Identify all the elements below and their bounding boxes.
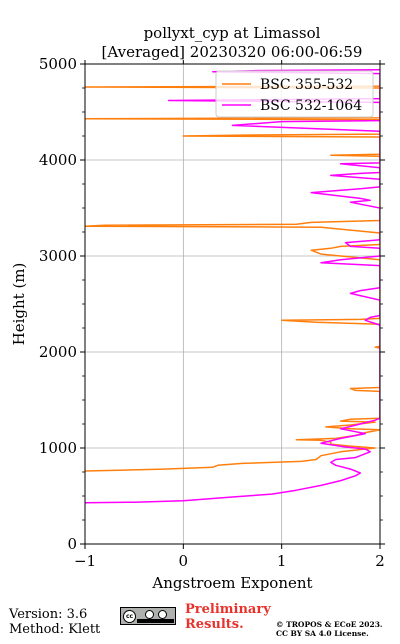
y-tick-label-0: 0 xyxy=(67,535,77,553)
y-tick-label-3: 3000 xyxy=(39,247,77,265)
series-line-1 xyxy=(85,69,380,504)
y-tick-label-2: 2000 xyxy=(39,343,77,361)
method-text: Method: Klett xyxy=(9,622,101,637)
cc-logo-icon: cc xyxy=(123,610,136,623)
cc-license-badge: cc xyxy=(120,607,176,625)
legend: BSC 355-532 BSC 532-1064 xyxy=(215,70,374,118)
chart-subtitle: [Averaged] 20230320 06:00-06:59 xyxy=(102,43,363,61)
x-tick-label-0: −1 xyxy=(74,552,96,570)
y-axis-label: Height (m) xyxy=(10,263,28,346)
y-tick-label-4: 4000 xyxy=(39,151,77,169)
cc-label-strip xyxy=(137,619,174,623)
legend-label-0: BSC 355-532 xyxy=(260,77,353,93)
x-axis-label: Angstroem Exponent xyxy=(151,574,312,592)
copyright-line2: CC BY SA 4.0 License. xyxy=(276,629,369,638)
x-tick-label-2: 1 xyxy=(277,552,287,570)
cc-sa-icon xyxy=(158,610,167,619)
version-text: Version: 3.6 xyxy=(9,607,88,622)
x-tick-label-1: 0 xyxy=(179,552,189,570)
copyright-line1: © TROPOS & ECoE 2023. xyxy=(276,620,383,629)
series-line-0 xyxy=(85,83,380,472)
x-tick-label-3: 2 xyxy=(375,552,385,570)
plot-area xyxy=(85,69,380,504)
preliminary-label-line1: Preliminary xyxy=(185,602,271,617)
legend-label-1: BSC 532-1064 xyxy=(260,98,362,114)
cc-by-icon xyxy=(145,610,154,619)
y-tick-label-1: 1000 xyxy=(39,439,77,457)
y-tick-label-5: 5000 xyxy=(39,55,77,73)
chart-title: pollyxt_cyp at Limassol xyxy=(144,24,321,42)
legend-box xyxy=(215,70,374,118)
preliminary-label-line2: Results. xyxy=(185,617,244,632)
